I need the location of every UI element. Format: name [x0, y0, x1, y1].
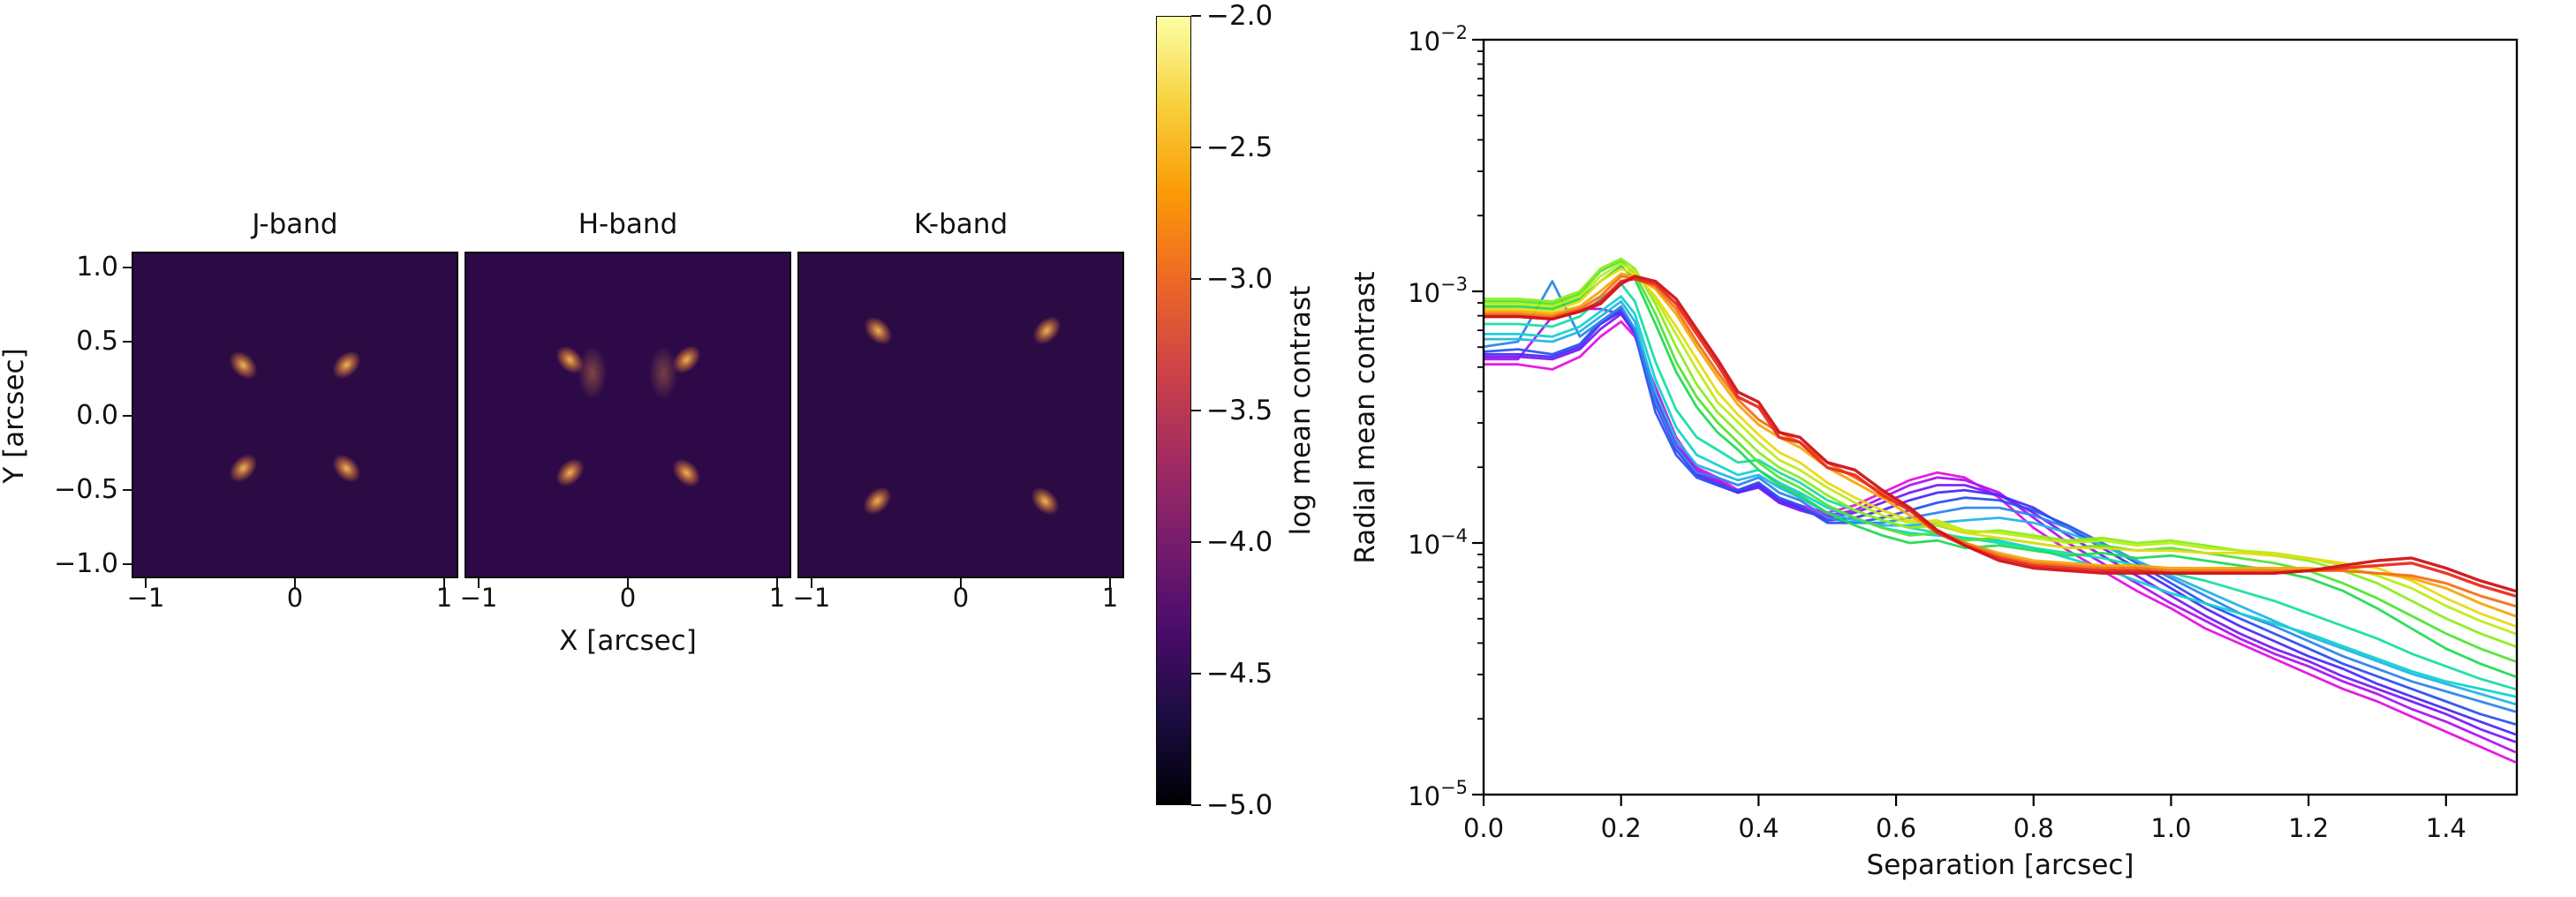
chart-y-tick-label: 10−4 — [1408, 525, 1468, 560]
chart-x-tick-label: 0.0 — [1463, 813, 1504, 843]
psf-x-tick-label: 1 — [435, 583, 453, 613]
chart-x-tick-label: 1.4 — [2426, 813, 2466, 843]
psf-satellite-spot — [858, 312, 898, 351]
psf-x-tick-label: −1 — [792, 583, 831, 613]
psf-y-tick-label: −0.5 — [54, 474, 118, 505]
chart-y-axis-label: Radial mean contrast — [1349, 271, 1381, 564]
chart-x-tick-label: 0.6 — [1876, 813, 1916, 843]
psf-x-tick-mark — [1108, 578, 1112, 588]
psf-x-tick-label: 0 — [619, 583, 637, 613]
psf-x-tick-mark — [775, 578, 779, 588]
psf-satellite-spot — [223, 345, 263, 384]
psf-x-tick-mark — [959, 578, 963, 588]
psf-satellite-spot — [1025, 481, 1064, 520]
psf-x-tick-mark — [144, 578, 147, 588]
colorbar-tick-label: −4.0 — [1206, 526, 1273, 558]
panel-jband — [132, 252, 458, 578]
psf-image-jband — [133, 253, 457, 577]
psf-x-tick-label: 0 — [952, 583, 970, 613]
psf-satellite-spot — [667, 454, 706, 493]
psf-satellite-spot — [327, 448, 366, 488]
psf-satellite-spot — [550, 341, 589, 380]
psf-y-tick-mark — [123, 488, 132, 492]
plot-spines — [1482, 38, 2519, 796]
psf-x-tick-mark — [293, 578, 297, 588]
colorbar-tick-mark — [1191, 803, 1201, 807]
colorbar-tick-label: −2.5 — [1206, 132, 1273, 163]
chart-x-tick-label: 0.4 — [1738, 813, 1779, 843]
psf-y-tick-label: −1.0 — [54, 548, 118, 579]
psf-x-axis-label: X [arcsec] — [559, 625, 697, 657]
chart-x-tick-label: 0.2 — [1601, 813, 1642, 843]
panel-title-kband: K-band — [913, 208, 1008, 240]
colorbar — [1156, 16, 1191, 805]
colorbar-tick-label: −5.0 — [1206, 789, 1273, 821]
psf-x-tick-mark — [442, 578, 446, 588]
chart-x-tick-label: 1.0 — [2150, 813, 2191, 843]
chart-x-tick-label: 1.2 — [2288, 813, 2329, 843]
psf-x-tick-mark — [810, 578, 813, 588]
psf-x-tick-label: 1 — [1101, 583, 1119, 613]
chart-x-axis-label: Separation [arcsec] — [1866, 849, 2134, 881]
chart-x-tick-label: 0.8 — [2013, 813, 2054, 843]
panel-hband — [465, 252, 791, 578]
psf-image-hband — [466, 253, 789, 577]
psf-satellite-spot — [667, 341, 706, 380]
series-line-07 — [1484, 299, 2517, 705]
colorbar-tick-mark — [1191, 146, 1201, 149]
psf-x-tick-mark — [626, 578, 630, 588]
psf-satellite-spot — [223, 448, 263, 488]
psf-image-kband — [799, 253, 1122, 577]
psf-x-tick-label: −1 — [126, 583, 165, 613]
psf-y-axis-label: Y [arcsec] — [0, 348, 30, 484]
chart-y-tick-label: 10−5 — [1408, 777, 1468, 811]
psf-x-tick-label: −1 — [459, 583, 498, 613]
series-line-12 — [1484, 257, 2517, 648]
chart-y-tick-label: 10−3 — [1408, 274, 1468, 308]
colorbar-tick-label: −3.0 — [1206, 263, 1273, 295]
colorbar-label: log mean contrast — [1285, 285, 1317, 536]
series-line-06 — [1484, 280, 2517, 713]
psf-y-tick-mark — [123, 414, 132, 418]
psf-x-tick-label: 1 — [768, 583, 786, 613]
psf-x-tick-mark — [477, 578, 480, 588]
psf-y-tick-label: 0.5 — [76, 326, 118, 357]
colorbar-tick-mark — [1191, 409, 1201, 412]
psf-y-tick-mark — [123, 266, 132, 269]
psf-y-tick-mark — [123, 562, 132, 566]
chart-y-tick-label: 10−2 — [1408, 22, 1468, 57]
series-line-18 — [1484, 275, 2517, 592]
panel-title-hband: H-band — [578, 208, 678, 240]
psf-satellite-spot — [327, 345, 366, 384]
series-line-14 — [1484, 267, 2517, 628]
psf-satellite-spot — [550, 454, 589, 493]
colorbar-tick-label: −3.5 — [1206, 395, 1273, 426]
psf-y-tick-label: 0.0 — [76, 400, 118, 431]
panel-kband — [797, 252, 1124, 578]
psf-y-tick-mark — [123, 340, 132, 343]
psf-satellite-spot — [857, 481, 896, 520]
colorbar-tick-label: −4.5 — [1206, 658, 1273, 690]
colorbar-tick-mark — [1191, 672, 1201, 675]
contrast-chart: 0.0 0.2 0.4 0.6 0.8 1.0 1.2 1.4 10−2 10−3 10−4 10−5 — [1408, 22, 2519, 843]
colorbar-tick-mark — [1191, 540, 1201, 544]
series-line-08 — [1484, 295, 2517, 698]
colorbar-tick-mark — [1191, 277, 1201, 281]
psf-x-tick-label: 0 — [286, 583, 304, 613]
psf-satellite-spot — [1027, 312, 1066, 351]
psf-y-tick-label: 1.0 — [76, 252, 118, 283]
colorbar-tick-mark — [1191, 14, 1201, 18]
panel-title-jband: J-band — [252, 208, 338, 240]
colorbar-tick-label: −2.0 — [1206, 0, 1273, 32]
